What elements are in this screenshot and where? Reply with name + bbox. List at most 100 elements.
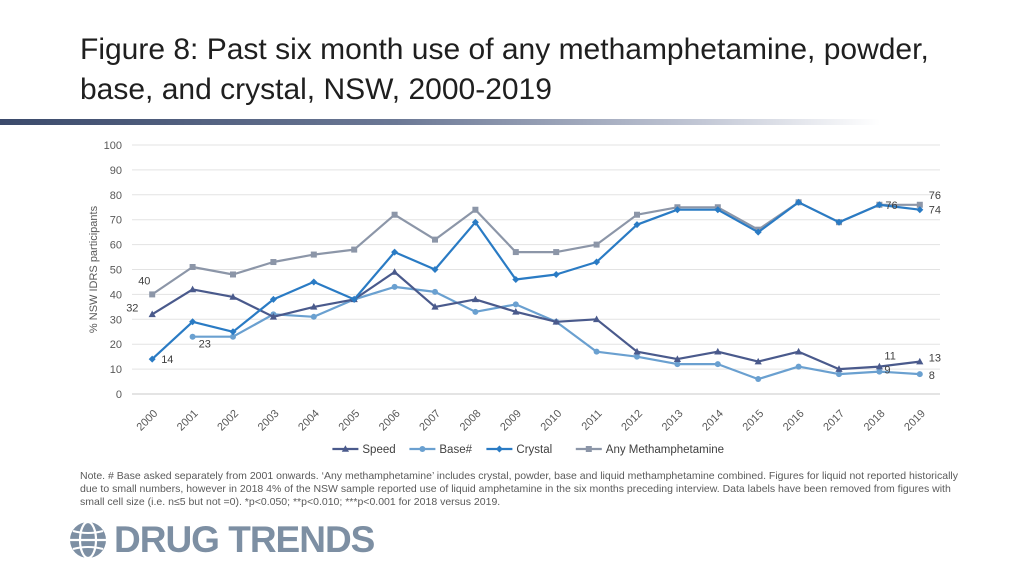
y-tick-label: 100: [104, 140, 122, 152]
data-point: [754, 357, 762, 365]
line-chart: 0 10 20 30 40 50 60 70 80 90 100 % NSW IDRS partici…: [88, 140, 941, 456]
x-tick-label: 2018: [862, 408, 888, 434]
data-point: [674, 361, 681, 368]
y-tick-label: 10: [110, 364, 122, 376]
data-label: 8: [929, 370, 935, 382]
data-point: [148, 355, 156, 363]
data-point: [432, 288, 438, 295]
data-point: [552, 270, 560, 278]
x-tick-label: 2006: [377, 408, 403, 434]
y-axis-label: % NSW IDRS participants: [88, 205, 100, 333]
data-point: [875, 362, 883, 370]
data-point: [673, 206, 681, 214]
x-tick-label: 2014: [700, 408, 726, 434]
data-point: [673, 355, 681, 362]
chart-note: Note. # Base asked separately from 2001 …: [80, 470, 958, 508]
data-point: [341, 445, 349, 452]
data-point: [714, 347, 722, 355]
data-point: [431, 266, 439, 273]
data-point: [633, 347, 641, 355]
x-tick-label: 2002: [215, 408, 241, 434]
data-point: [189, 333, 196, 340]
x-tick-label: 2000: [135, 408, 161, 434]
x-tick-label: 2015: [741, 408, 767, 434]
globe-icon: [70, 520, 106, 560]
data-label: 74: [929, 205, 941, 217]
data-point: [310, 251, 317, 258]
data-point: [391, 268, 399, 275]
data-point: [512, 308, 520, 315]
data-point: [836, 371, 842, 378]
x-tick-label: 2007: [417, 408, 443, 434]
x-tick-label: 2008: [458, 408, 484, 434]
series-line-any-methamphetamine: [151, 201, 920, 296]
drug-trends-logo: DRUG TRENDS: [68, 519, 375, 560]
data-point: [351, 246, 358, 253]
data-point: [189, 285, 197, 293]
title-divider: [0, 119, 880, 125]
data-point: [230, 333, 236, 340]
y-tick-label: 30: [110, 314, 122, 326]
data-point: [512, 275, 520, 283]
legend-label: Any Methamphetamine: [606, 444, 724, 456]
y-tick-label: 90: [110, 165, 122, 177]
data-point: [229, 293, 237, 300]
y-tick-label: 50: [110, 265, 122, 277]
data-point: [795, 198, 803, 206]
data-point: [835, 365, 843, 372]
y-tick-label: 40: [110, 289, 122, 301]
series-line-speed: [151, 270, 920, 371]
data-point: [230, 271, 236, 278]
data-label: 9: [884, 365, 890, 377]
y-tick-label: 80: [110, 190, 122, 202]
y-tick-label: 0: [116, 389, 122, 401]
series-line-base: [192, 285, 920, 381]
data-point: [391, 283, 398, 290]
x-tick-label: 2016: [781, 408, 807, 434]
data-point: [795, 347, 803, 355]
data-point: [229, 328, 237, 336]
legend-label: Crystal: [516, 444, 552, 456]
data-point: [835, 218, 843, 226]
data-point: [585, 446, 592, 452]
data-point: [512, 249, 519, 256]
x-tick-label: 2017: [821, 408, 847, 434]
data-point: [876, 368, 883, 375]
data-point: [310, 278, 318, 286]
data-point: [270, 259, 277, 266]
x-tick-label: 2011: [580, 408, 605, 433]
data-point: [419, 446, 426, 452]
y-tick-label: 60: [110, 240, 122, 252]
data-point: [552, 317, 560, 325]
data-point: [472, 308, 479, 315]
data-point: [391, 248, 399, 256]
x-tick-label: 2012: [619, 408, 645, 434]
data-point: [916, 371, 923, 378]
data-label: 76: [929, 190, 941, 202]
x-tick-label: 2013: [660, 408, 686, 434]
x-tick-label: 2019: [902, 408, 928, 434]
data-label: 13: [929, 353, 941, 365]
data-point: [149, 291, 156, 298]
data-label: 32: [126, 302, 138, 314]
data-point: [432, 236, 438, 243]
data-point: [310, 313, 317, 320]
series-line-crystal: [151, 201, 920, 360]
x-tick-label: 2010: [539, 408, 565, 434]
data-point: [875, 201, 883, 209]
data-label: 11: [884, 351, 895, 363]
data-point: [634, 353, 640, 360]
data-point: [593, 315, 601, 323]
data-point: [593, 258, 601, 266]
data-label: 40: [138, 275, 150, 287]
x-tick-label: 2009: [498, 408, 524, 434]
data-point: [431, 303, 439, 310]
y-tick-label: 70: [110, 215, 122, 227]
data-point: [495, 445, 503, 453]
data-point: [593, 348, 600, 355]
data-point: [471, 295, 479, 303]
data-point: [795, 363, 802, 370]
data-point: [916, 201, 923, 208]
legend-label: Speed: [362, 444, 395, 456]
data-point: [512, 301, 519, 308]
